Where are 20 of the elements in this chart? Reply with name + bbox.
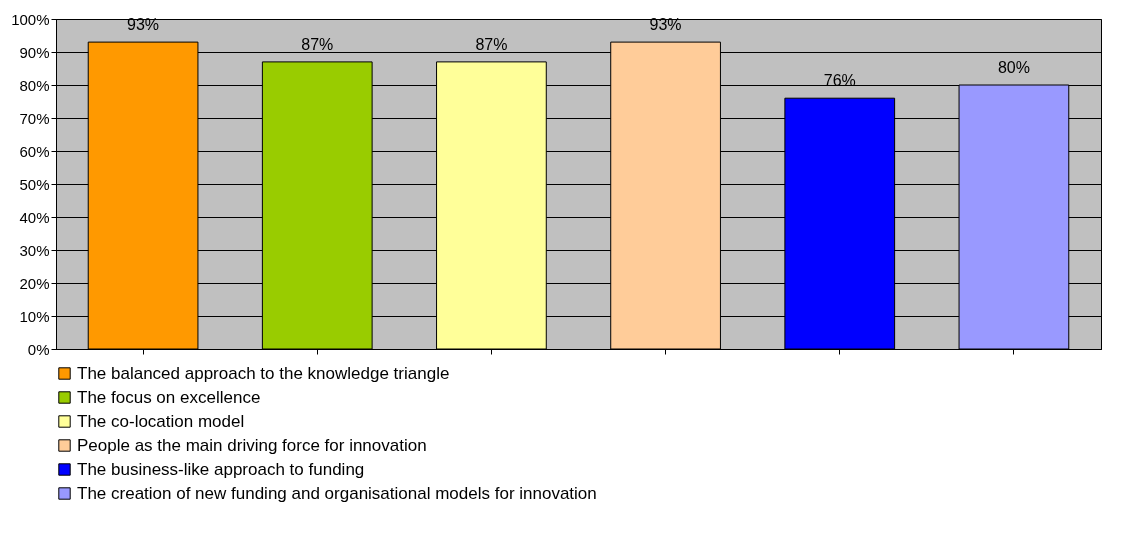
legend-label: The co-location model (77, 411, 245, 431)
legend-label: People as the main driving force for innovation (77, 435, 427, 455)
y-tick-label: 70% (19, 109, 50, 127)
legend-label: The balanced approach to the knowledge triangle (77, 363, 450, 383)
y-tick-label: 90% (19, 43, 50, 61)
data-label: 87% (301, 35, 334, 53)
legend-label: The business-like approach to funding (77, 459, 365, 479)
y-tick-label: 80% (19, 76, 50, 94)
legend-label: The creation of new funding and organisational models for innovation (77, 483, 597, 503)
y-tick-label: 40% (19, 208, 50, 226)
legend-label: The focus on excellence (77, 387, 261, 407)
y-tick-label: 50% (19, 175, 50, 193)
data-label: 80% (997, 59, 1030, 76)
y-tick-label: 10% (19, 307, 50, 325)
y-tick-label: 0% (27, 340, 50, 358)
y-tick-label: 100% (11, 10, 50, 28)
y-tick-label: 60% (19, 142, 50, 160)
y-tick-label: 20% (19, 274, 50, 292)
y-tick-label: 30% (19, 241, 50, 259)
data-label: 87% (475, 35, 508, 53)
